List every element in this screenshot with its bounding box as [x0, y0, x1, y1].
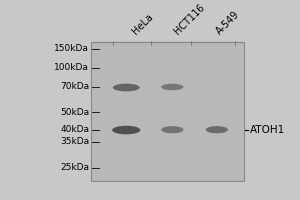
Text: 100kDa: 100kDa	[54, 63, 89, 72]
Text: 70kDa: 70kDa	[60, 82, 89, 91]
Text: A-549: A-549	[214, 10, 241, 37]
Text: ATOH1: ATOH1	[250, 125, 285, 135]
Text: 40kDa: 40kDa	[60, 125, 89, 134]
Ellipse shape	[161, 126, 183, 133]
Text: HCT116: HCT116	[172, 2, 206, 37]
Ellipse shape	[161, 84, 183, 90]
Text: 35kDa: 35kDa	[60, 137, 89, 146]
Bar	[91, 42, 244, 181]
Text: 150kDa: 150kDa	[54, 44, 89, 53]
Text: 50kDa: 50kDa	[60, 108, 89, 117]
Ellipse shape	[112, 126, 140, 134]
Text: 25kDa: 25kDa	[60, 163, 89, 172]
Ellipse shape	[206, 126, 228, 133]
Text: HeLa: HeLa	[131, 12, 155, 37]
Ellipse shape	[113, 84, 140, 91]
